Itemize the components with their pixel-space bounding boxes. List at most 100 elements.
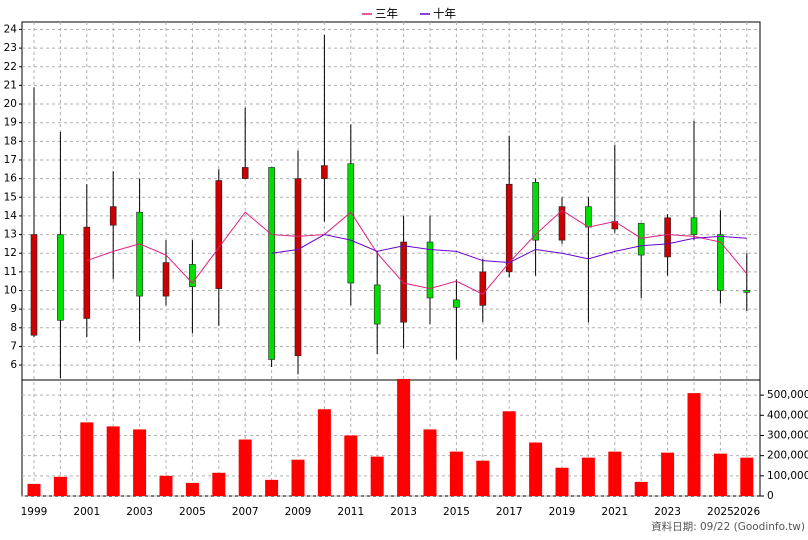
y-tick-label: 22 [4, 61, 17, 73]
y-tick-label: 7 [10, 340, 17, 352]
avg-line [86, 209, 748, 295]
candle-body [373, 284, 381, 325]
y-tick-label: 17 [4, 154, 17, 166]
candle-body [690, 217, 698, 235]
volume-bar [555, 467, 569, 496]
volume-bar [476, 460, 490, 496]
x-tick-label: 2009 [285, 506, 312, 518]
candle-body [162, 262, 170, 297]
candle-body [532, 182, 539, 241]
volume-bar [212, 472, 226, 496]
avg-line [271, 234, 747, 264]
candle-body [136, 211, 143, 297]
y2-tick-label: 300,000 [767, 429, 808, 441]
y-tick-label: 14 [4, 210, 18, 222]
candle-body [558, 206, 566, 241]
y-tick-label: 8 [10, 322, 17, 334]
volume-bar [344, 435, 358, 496]
x-tick-label: 2025 [707, 506, 734, 518]
volume-bar [581, 457, 595, 496]
y-tick-label: 24 [4, 23, 18, 35]
volume-bar [370, 456, 384, 496]
x-tick-label: 2019 [549, 506, 576, 518]
y-tick-label: 23 [4, 42, 17, 54]
candle-body [743, 290, 751, 293]
volume-bar [713, 453, 727, 496]
y2-tick-label: 200,000 [767, 450, 808, 462]
y-tick-label: 6 [10, 359, 17, 371]
volume-bar [106, 426, 120, 496]
legend-label: 三年 [375, 7, 398, 21]
y-tick-label: 12 [4, 247, 17, 259]
legend-label: 十年 [433, 7, 456, 21]
x-tick-label: 2005 [179, 506, 206, 518]
volume-bar [397, 378, 411, 496]
volume-bar [265, 479, 279, 496]
candle-body [268, 167, 275, 360]
y-tick-label: 10 [4, 285, 17, 297]
volume-bar [502, 411, 516, 496]
volume-bar [238, 439, 252, 496]
candle-body [30, 234, 38, 336]
y-tick-label: 15 [4, 191, 17, 203]
volume-bar [634, 481, 648, 496]
candle-body [215, 180, 223, 289]
y2-tick-label: 400,000 [767, 409, 808, 421]
candle-body [717, 234, 724, 291]
volume-bar [185, 482, 199, 496]
y-tick-label: 18 [4, 135, 17, 147]
candle-body [189, 264, 196, 288]
volume-bar [291, 459, 305, 496]
candle-body [294, 178, 302, 357]
candle-body [347, 163, 355, 284]
y-tick-label: 21 [4, 79, 17, 91]
candle-body [479, 271, 487, 306]
candle-body [585, 206, 592, 228]
x-tick-label: 2026 [733, 506, 760, 518]
volume-bar [608, 451, 622, 496]
candle-body [505, 183, 513, 273]
volume-bar [661, 452, 675, 496]
volume-bar [317, 409, 331, 496]
volume-bar [159, 475, 173, 496]
y-tick-label: 9 [10, 303, 17, 315]
footer: 資料日期: 09/22 (Goodinfo.tw) [651, 520, 805, 533]
y-tick-label: 16 [4, 173, 18, 185]
x-tick-label: 1999 [21, 506, 48, 518]
candle-body [321, 165, 328, 179]
y2-tick-label: 500,000 [767, 389, 808, 401]
plot-frame [21, 21, 761, 497]
candle-body [426, 241, 434, 299]
candle-body [241, 167, 249, 179]
x-tick-label: 2023 [654, 506, 681, 518]
candle-body [400, 241, 407, 323]
x-tick-label: 2003 [126, 506, 153, 518]
volume-bar [27, 483, 41, 496]
candle-body [637, 223, 645, 256]
x-tick-label: 2013 [390, 506, 417, 518]
candle-body [83, 226, 91, 319]
candle-body [664, 217, 671, 258]
y-tick-label: 19 [4, 117, 17, 129]
x-tick-label: 2007 [232, 506, 259, 518]
volume-bar [80, 422, 94, 496]
volume-bar [529, 442, 543, 496]
y-tick-label: 20 [4, 98, 17, 110]
y-tick-label: 13 [4, 229, 17, 241]
volume-bar [133, 429, 147, 496]
x-tick-label: 2011 [337, 506, 364, 518]
x-tick-label: 2017 [496, 506, 523, 518]
volume-bar [449, 451, 463, 496]
volume-bar [740, 457, 754, 496]
x-tick-label: 2021 [601, 506, 628, 518]
candle-body [453, 299, 460, 308]
candle-body [57, 234, 64, 321]
y2-tick-label: 100,000 [767, 470, 808, 482]
candle-body [109, 206, 117, 226]
volume-bar [53, 476, 67, 496]
y2-tick-label: 0 [767, 490, 774, 502]
x-tick-label: 2015 [443, 506, 470, 518]
volume-bar [423, 429, 437, 496]
volume-bar [687, 393, 701, 496]
